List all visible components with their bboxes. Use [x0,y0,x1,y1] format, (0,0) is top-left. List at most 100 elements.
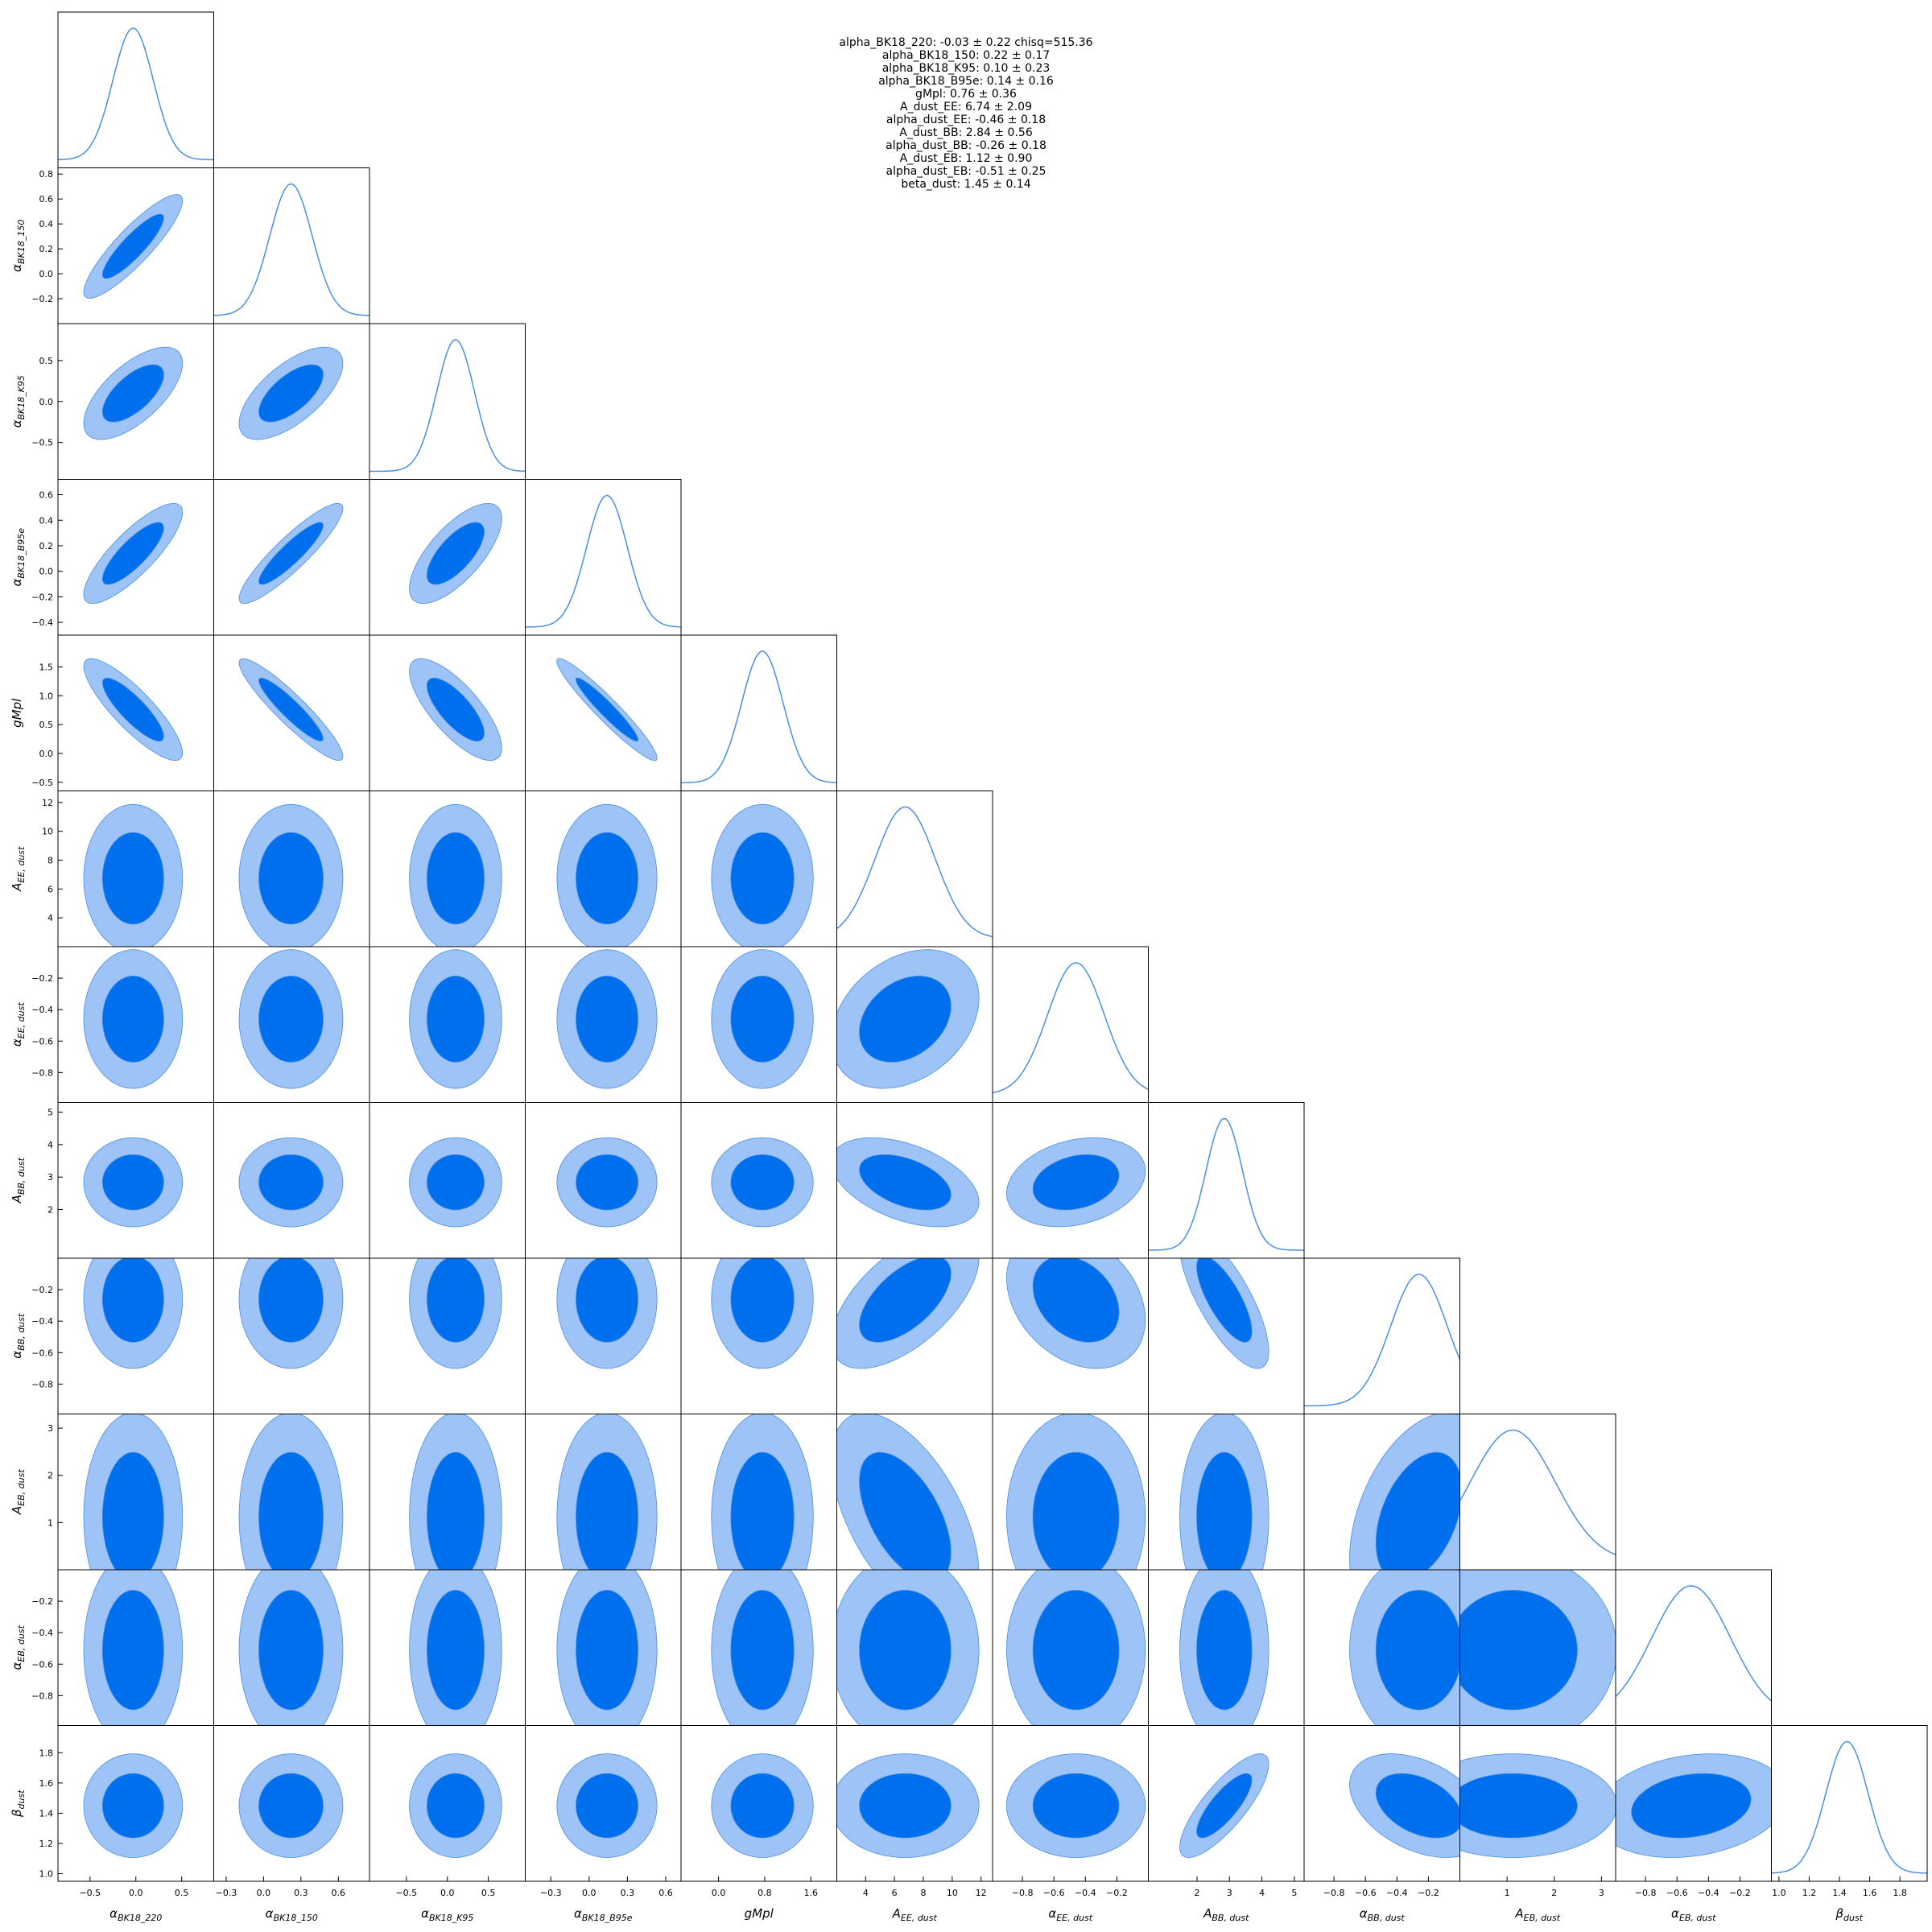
marginal-curve [681,650,837,784]
panel-content [711,1414,814,1570]
contour-68 [426,832,485,925]
contour-68 [258,677,324,742]
x-tick-label: 0.6 [658,1888,673,1898]
panel-content [409,1753,502,1858]
contour-68 [258,364,324,423]
panel-content [238,346,344,440]
panel-content [1771,1740,1927,1874]
y-axis-label-sub: BB, dust [16,1157,27,1195]
panel-alpha_dust_BB-vs-A_dust_BB [1148,1257,1305,1414]
panel-alpha_BK18_K95-vs-alpha_BK18_220: −0.5 0.0 0.5 [31,323,214,480]
panel-gMpl-vs-alpha_BK18_150 [213,634,370,791]
y-tick-label: 0.6 [39,194,54,204]
x-tick-label: 0.5 [481,1888,496,1898]
x-tick-label: 3 [1227,1888,1232,1898]
y-tick-label: 1.0 [39,691,54,701]
panel-content [1148,1117,1304,1251]
contour-68 [575,1773,639,1839]
contour-68 [1375,1773,1460,1839]
x-tick-label: 0.3 [294,1888,308,1898]
contour-68 [426,1258,485,1343]
contour-68 [258,522,324,585]
panel-content [1349,1414,1460,1570]
panel-content [83,658,184,762]
panel-alpha_BK18_K95-vs-alpha_BK18_150 [213,323,370,480]
panel-A_dust_EE-vs-alpha_BK18_220: 4 6 8 10 12 [42,791,214,947]
x-tick-label: −0.4 [1386,1888,1408,1898]
marginal-curve [1616,1585,1772,1702]
y-tick-label: 6 [47,884,53,894]
x-axis-label: αEE, dust [1048,1906,1092,1923]
panel-content [1179,1570,1269,1726]
panel-content [836,806,993,938]
x-tick-label: −0.4 [1698,1888,1719,1898]
contour-68 [575,1258,639,1343]
contour-68 [575,1154,639,1211]
contour-68 [258,1451,324,1570]
panel-A_dust_BB-vs-alpha_BK18_150 [213,1102,370,1259]
contour-68 [101,1154,164,1211]
panel-content [556,1753,658,1858]
x-tick-label: 10 [947,1888,958,1898]
panel-content [1180,1258,1269,1369]
x-tick-label: 0.0 [257,1888,271,1898]
panel-alpha_dust_EE-vs-alpha_BK18_220: −0.8 −0.6 −0.4 −0.2 [31,946,214,1103]
panel-alpha_dust_EB-vs-alpha_BK18_220: −0.8 −0.6 −0.4 −0.2 [31,1569,214,1726]
panel-A_dust_BB-vs-alpha_BK18_B95e [525,1102,682,1259]
x-axis-label: gMpl [745,1906,774,1921]
contour-68 [426,1589,485,1711]
panel-A_dust_BB-vs-alpha_BK18_220: 2 3 4 5 [47,1102,214,1259]
panel-content [1616,1585,1772,1702]
panel-alpha_dust_BB-vs-alpha_BK18_220: −0.8 −0.6 −0.4 −0.2 [31,1257,214,1414]
panel-alpha_BK18_B95e-vs-alpha_BK18_150 [213,479,370,636]
panel-beta_dust-vs-beta_dust: 1.0 1.2 1.4 1.6 1.8 βdust [1771,1725,1928,1923]
x-tick-label: 1 [1505,1888,1510,1898]
x-tick-label: 0.3 [621,1888,635,1898]
panel-alpha_dust_EB-vs-A_dust_EB [1459,1569,1616,1726]
y-tick-label: 0.2 [39,244,54,254]
panel-content [1005,1570,1146,1726]
x-axis-label-sub: EB, dust [1524,1913,1561,1923]
panel-beta_dust-vs-alpha_BK18_220: −0.5 0.0 0.5 αBK18_220 1.0 1.2 1.4 1.6 1.8 [39,1725,214,1923]
y-tick-label: −0.4 [31,617,53,628]
contour-68 [258,975,324,1063]
marginal-curve [58,27,214,161]
contour-68 [101,1773,164,1839]
panel-content [836,1570,980,1726]
panel-beta_dust-vs-A_dust_EB: 1 2 3 AEB, dust [1459,1725,1616,1923]
panel-content [556,949,658,1089]
panel-alpha_dust_EE-vs-A_dust_EE [836,946,993,1103]
x-axis-label: αBK18_150 [266,1906,318,1923]
contour-68 [730,1451,795,1570]
y-tick-label: 2 [47,1205,53,1216]
panel-alpha_dust_EB-vs-alpha_BK18_150 [213,1569,370,1726]
panel-A_dust_EB-vs-alpha_BK18_K95 [369,1414,526,1571]
marginal-curve [369,339,526,473]
panel-A_dust_EB-vs-alpha_dust_BB [1303,1414,1460,1571]
y-tick-label: 1.4 [39,1808,54,1818]
panel-content [83,1137,184,1228]
x-tick-label: 1.4 [1832,1888,1847,1898]
panel-content [83,503,183,604]
panel-alpha_dust_EB-vs-A_dust_EE [836,1569,993,1726]
panel-content [556,1258,658,1369]
panel-content [836,1258,980,1369]
panel-alpha_dust_BB-vs-alpha_BK18_B95e [525,1257,682,1414]
panel-gMpl-vs-alpha_BK18_K95 [369,634,526,791]
contour-68 [426,1451,485,1570]
panel-content [238,1258,344,1369]
x-axis-label-sub: BK18_B95e [582,1913,633,1923]
panel-alpha_dust_BB-vs-alpha_BK18_K95 [369,1257,526,1414]
panel-content [238,1753,344,1858]
panel-A_dust_EE-vs-A_dust_EE [836,791,993,947]
panel-frame [1771,1725,1928,1882]
x-tick-label: −0.2 [1418,1888,1439,1898]
panel-alpha_dust_BB-vs-gMpl [680,1257,837,1414]
panel-alpha_BK18_150-vs-alpha_BK18_220: −0.2 0.0 0.2 0.4 0.6 0.8 [31,167,214,324]
contour-68 [859,1773,952,1839]
contour-68 [575,975,639,1063]
panel-alpha_dust_EB-vs-gMpl [680,1569,837,1726]
contour-68 [258,1258,324,1343]
panel-alpha_dust_EB-vs-A_dust_BB [1148,1569,1305,1726]
panel-A_dust_BB-vs-alpha_dust_EE [992,1102,1149,1259]
